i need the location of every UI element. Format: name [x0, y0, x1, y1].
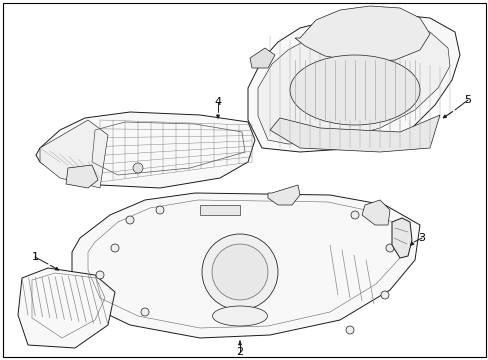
Circle shape — [133, 163, 142, 173]
Text: 4: 4 — [214, 97, 221, 107]
Text: 1: 1 — [31, 252, 39, 262]
Circle shape — [380, 291, 388, 299]
Circle shape — [350, 211, 358, 219]
Polygon shape — [258, 25, 449, 144]
Polygon shape — [66, 165, 98, 188]
Circle shape — [111, 244, 119, 252]
Polygon shape — [294, 6, 429, 62]
Ellipse shape — [212, 306, 267, 326]
Text: 2: 2 — [236, 347, 243, 357]
Polygon shape — [72, 193, 419, 338]
Polygon shape — [267, 185, 299, 205]
Polygon shape — [249, 48, 274, 68]
Polygon shape — [247, 14, 459, 152]
Circle shape — [385, 244, 393, 252]
Polygon shape — [269, 115, 439, 152]
Polygon shape — [36, 112, 254, 188]
Polygon shape — [40, 120, 108, 188]
Circle shape — [126, 216, 134, 224]
Ellipse shape — [289, 55, 419, 125]
Circle shape — [212, 244, 267, 300]
Polygon shape — [200, 205, 240, 215]
Circle shape — [156, 206, 163, 214]
Circle shape — [141, 308, 149, 316]
Text: 5: 5 — [464, 95, 470, 105]
Circle shape — [96, 271, 104, 279]
Polygon shape — [18, 268, 115, 348]
Text: 3: 3 — [418, 233, 425, 243]
Polygon shape — [391, 218, 411, 258]
Circle shape — [202, 234, 278, 310]
Polygon shape — [361, 200, 389, 225]
Circle shape — [346, 326, 353, 334]
